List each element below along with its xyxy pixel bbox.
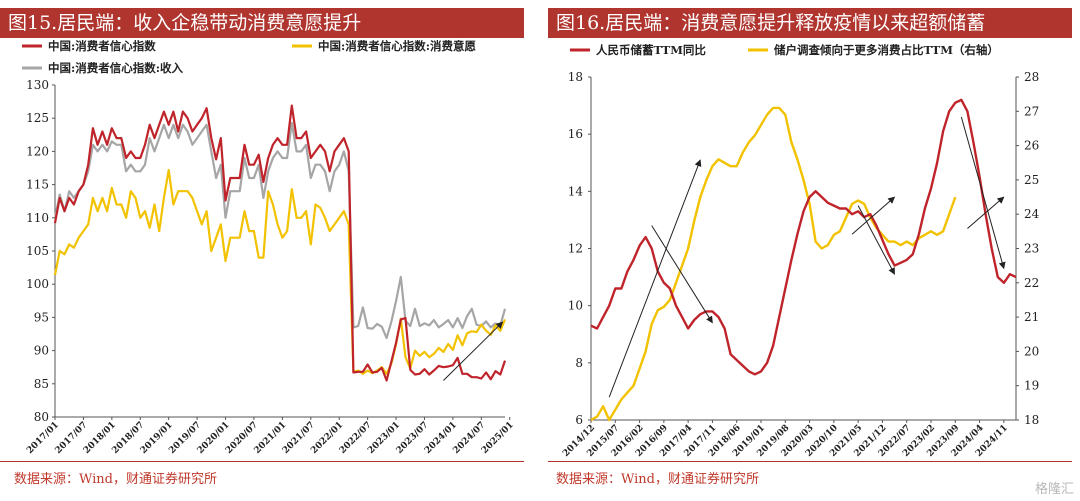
y-tick-label-left: 6 <box>575 413 583 427</box>
chart-title: 图16.居民端：消费意愿提升释放疫情以来超额储蓄 <box>548 8 1072 38</box>
source-note: 数据来源：Wind，财通证券研究所 <box>14 472 217 487</box>
y-tick-label-left: 18 <box>568 70 583 84</box>
y-tick-label: 85 <box>34 377 49 391</box>
chart-svg: 808590951001051101151201251302017/012017… <box>22 39 516 456</box>
source-note: 数据来源：Wind，财通证券研究所 <box>556 472 759 487</box>
trend-arrow <box>960 116 1006 270</box>
chart-title: 图15.居民端：收入企稳带动消费意愿提升 <box>0 8 524 38</box>
y-tick-label-left: 8 <box>575 356 583 370</box>
y-tick-label-right: 20 <box>1024 344 1039 358</box>
y-tick-label-right: 19 <box>1024 379 1039 393</box>
watermark-logo: 格隆汇 <box>1034 482 1074 497</box>
source-rule <box>0 461 524 462</box>
y-tick-label-left: 14 <box>568 184 584 198</box>
chart-panel-right: 图16.居民端：消费意愿提升释放疫情以来超额储蓄 6 8 10 12 14 16 18 18 1… <box>548 0 1080 501</box>
y-tick-label-right: 26 <box>1024 139 1039 153</box>
trend-arrow <box>443 321 504 381</box>
y-tick-label: 120 <box>26 144 49 158</box>
y-tick-label: 90 <box>34 344 49 358</box>
y-tick-label: 130 <box>26 78 49 92</box>
y-tick-label-right: 24 <box>1024 207 1040 221</box>
y-tick-label-left: 16 <box>568 127 583 141</box>
trend-arrow <box>651 225 713 324</box>
legend-label: 中国:消费者信心指数 <box>48 39 156 53</box>
y-tick-label-right: 18 <box>1024 413 1039 427</box>
source-rule <box>548 461 1072 462</box>
y-tick-label: 100 <box>26 277 49 291</box>
y-tick-label: 105 <box>26 244 49 258</box>
trend-arrow <box>851 196 896 235</box>
y-tick-label-right: 27 <box>1024 104 1039 118</box>
y-tick-label-left: 10 <box>568 299 583 313</box>
legend-label: 中国:消费者信心指数:收入 <box>48 61 183 75</box>
y-tick-label-right: 28 <box>1024 70 1039 84</box>
y-tick-label: 95 <box>34 310 49 324</box>
y-tick-label-right: 22 <box>1024 276 1039 290</box>
series-line <box>53 168 507 375</box>
legend-label: 中国:消费者信心指数:消费意愿 <box>318 39 476 53</box>
y-tick-label-right: 25 <box>1024 173 1039 187</box>
series-line <box>53 121 507 340</box>
series-line <box>53 104 507 382</box>
series-line <box>590 106 957 422</box>
y-tick-label: 125 <box>26 111 49 125</box>
y-tick-label: 115 <box>26 178 49 192</box>
trend-arrow <box>857 205 896 275</box>
y-tick-label-left: 12 <box>568 242 583 256</box>
legend-label: 储户调查倾向于更多消费占比TTM（右轴） <box>774 43 999 57</box>
y-tick-label: 110 <box>26 211 49 225</box>
y-tick-label-right: 23 <box>1024 242 1039 256</box>
trend-arrow <box>967 196 1005 229</box>
legend-label: 人民币储蓄TTM同比 <box>596 43 706 57</box>
series-line <box>590 98 1017 376</box>
chart-svg: 68101214161818192021222324252627282014/1… <box>561 43 1040 459</box>
chart-panel-left: 图15.居民端：收入企稳带动消费意愿提升 80 85 90 95 100 105 110 11… <box>0 0 530 501</box>
trend-arrow <box>608 159 702 398</box>
y-tick-label: 80 <box>34 410 49 424</box>
y-tick-label-right: 21 <box>1024 310 1039 324</box>
